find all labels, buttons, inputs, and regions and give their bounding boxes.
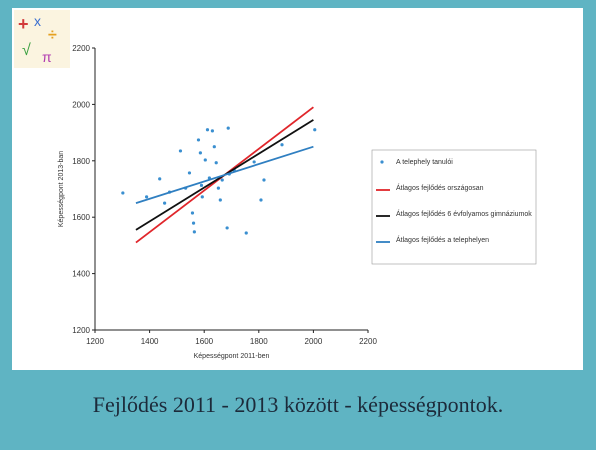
chart-panel (12, 8, 583, 370)
svg-text:+: + (18, 14, 29, 34)
x-tick-label: 2000 (305, 337, 323, 346)
svg-text:x: x (34, 13, 41, 29)
x-tick-label: 1400 (141, 337, 159, 346)
y-tick-label: 1200 (72, 326, 90, 335)
y-tick-label: 2000 (72, 100, 90, 109)
svg-text:÷: ÷ (48, 27, 57, 44)
legend-label: Átlagos fejlődés országosan (396, 183, 484, 192)
y-tick-label: 1800 (72, 157, 90, 166)
x-tick-label: 1200 (86, 337, 104, 346)
data-point (199, 183, 204, 187)
data-point (210, 129, 214, 133)
x-tick-label: 2200 (359, 337, 377, 346)
legend-box (371, 149, 537, 265)
legend-label: Átlagos fejlődés a telephelyen (396, 235, 489, 244)
trend-line (135, 145, 314, 204)
data-point (205, 128, 210, 132)
data-point (259, 198, 263, 202)
legend-marker (380, 160, 384, 164)
y-axis-label: Képességpont 2013-ban (58, 151, 65, 227)
x-tick-label: 1600 (195, 337, 213, 346)
svg-text:π: π (42, 49, 52, 65)
data-point (191, 221, 196, 225)
data-point (226, 126, 230, 130)
caption: Fejlődés 2011 - 2013 között - képességpo… (93, 392, 503, 417)
data-point (121, 191, 125, 195)
data-point (144, 195, 149, 199)
data-point (163, 201, 167, 205)
data-point (178, 149, 183, 153)
data-point (262, 178, 266, 182)
x-tick-label: 1800 (250, 337, 268, 346)
data-point (280, 143, 284, 147)
legend-label: Átlagos fejlődés 6 évfolyamos gimnáziumo… (396, 209, 532, 218)
data-point (196, 138, 201, 142)
data-point (198, 151, 202, 155)
data-point (192, 230, 196, 234)
data-point (220, 178, 224, 182)
legend-label: A telephely tanulói (396, 159, 453, 166)
data-point (252, 160, 256, 164)
y-tick-label: 1400 (72, 270, 90, 279)
data-point (244, 231, 248, 235)
svg-text:√: √ (22, 42, 31, 59)
data-point (200, 195, 204, 199)
data-point (214, 161, 218, 165)
data-point (218, 198, 222, 202)
data-point (158, 177, 162, 181)
logo: + x ÷ √ π (14, 10, 70, 68)
y-tick-label: 2200 (72, 44, 90, 53)
data-point (190, 211, 195, 215)
x-axis-label: Képességpont 2011-ben (194, 353, 270, 360)
data-point (187, 171, 192, 175)
data-point (216, 186, 220, 190)
y-tick-label: 1600 (72, 213, 90, 222)
data-point (225, 226, 229, 230)
data-point (203, 158, 207, 162)
data-point (212, 145, 216, 149)
data-point (313, 128, 317, 132)
